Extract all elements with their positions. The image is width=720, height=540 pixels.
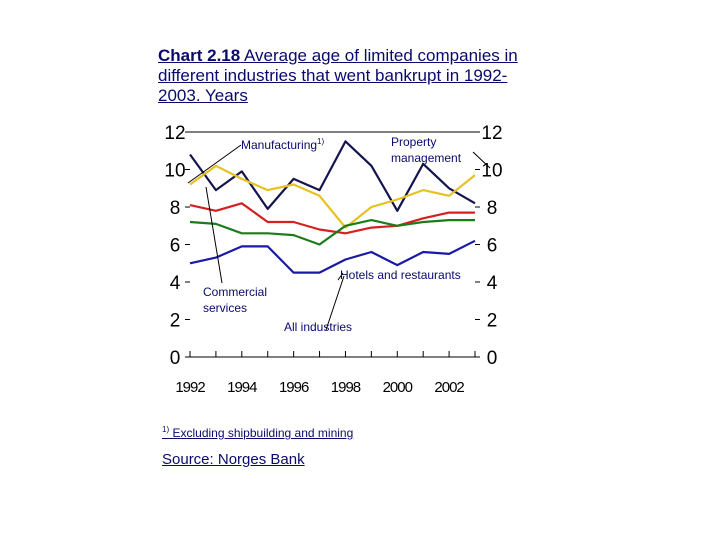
series-line-hotels-and-restaurants <box>189 239 476 274</box>
footnote-text: Excluding shipbuilding and mining <box>172 426 354 440</box>
chart-title: Chart 2.18 Average age of limited compan… <box>158 46 518 106</box>
x-tick-label: 1998 <box>331 379 361 396</box>
series-line-manufacturing <box>189 164 476 229</box>
y-tick-label-right: 4 <box>487 273 498 294</box>
series-line-commercial-services <box>189 202 475 235</box>
property-label-line2: management <box>391 151 462 165</box>
chart-unit: Years <box>204 86 248 105</box>
footnote: 1) Excluding shipbuilding and mining <box>162 425 353 440</box>
commercial-pointer <box>205 186 223 284</box>
all-industries-label: All industries <box>284 320 352 334</box>
y-tick-label-left: 10 <box>164 161 185 182</box>
x-tick-label: 2000 <box>383 379 413 396</box>
x-tick-label: 2002 <box>434 379 464 396</box>
series-line-all-industries <box>189 219 475 246</box>
line-chart: 0 0 2 2 4 4 6 6 8 8 10 10 12 12 1992 1994 1996 1998 2000 20… <box>164 123 502 396</box>
y-tick-label-right: 10 <box>481 161 502 182</box>
y-tick-label-left: 6 <box>170 236 181 257</box>
y-tick-label-right: 8 <box>487 198 498 219</box>
manufacturing-label: Manufacturing1) <box>241 137 324 152</box>
property-pointer <box>472 151 491 169</box>
manufacturing-pointer <box>187 144 242 184</box>
y-tick-label-right: 2 <box>487 311 498 332</box>
annotations: Manufacturing1) Property management Hote… <box>187 135 491 334</box>
y-tick-label-right: 6 <box>487 236 498 257</box>
y-tick-label-left: 0 <box>170 348 181 369</box>
property-label-line1: Property <box>391 135 436 149</box>
commercial-label-line2: services <box>203 301 247 315</box>
series-lines <box>189 140 476 274</box>
y-tick-label-left: 8 <box>170 198 181 219</box>
y-tick-label-right: 12 <box>481 123 502 144</box>
axes: 0 0 2 2 4 4 6 6 8 8 10 10 12 12 1992 1994 1996 1998 2000 20… <box>164 123 502 396</box>
x-tick-label: 1994 <box>227 379 257 396</box>
series-line-property-management <box>189 140 476 212</box>
commercial-label-line1: Commercial <box>203 285 267 299</box>
y-tick-label-right: 0 <box>487 348 498 369</box>
y-tick-label-left: 2 <box>170 311 181 332</box>
hotels-pointer <box>337 272 344 281</box>
chart-title-text: Average age of limited companies in diff… <box>158 46 518 105</box>
source-note: Source: Norges Bank <box>162 451 305 468</box>
y-tick-label-left: 12 <box>164 123 185 144</box>
all-industries-pointer <box>325 275 345 331</box>
y-tick-label-left: 4 <box>170 273 181 294</box>
x-tick-label: 1996 <box>279 379 309 396</box>
x-tick-label: 1992 <box>175 379 205 396</box>
footnote-marker: 1) <box>162 425 170 434</box>
hotels-label: Hotels and restaurants <box>340 268 461 282</box>
chart-number: Chart 2.18 <box>158 46 241 65</box>
